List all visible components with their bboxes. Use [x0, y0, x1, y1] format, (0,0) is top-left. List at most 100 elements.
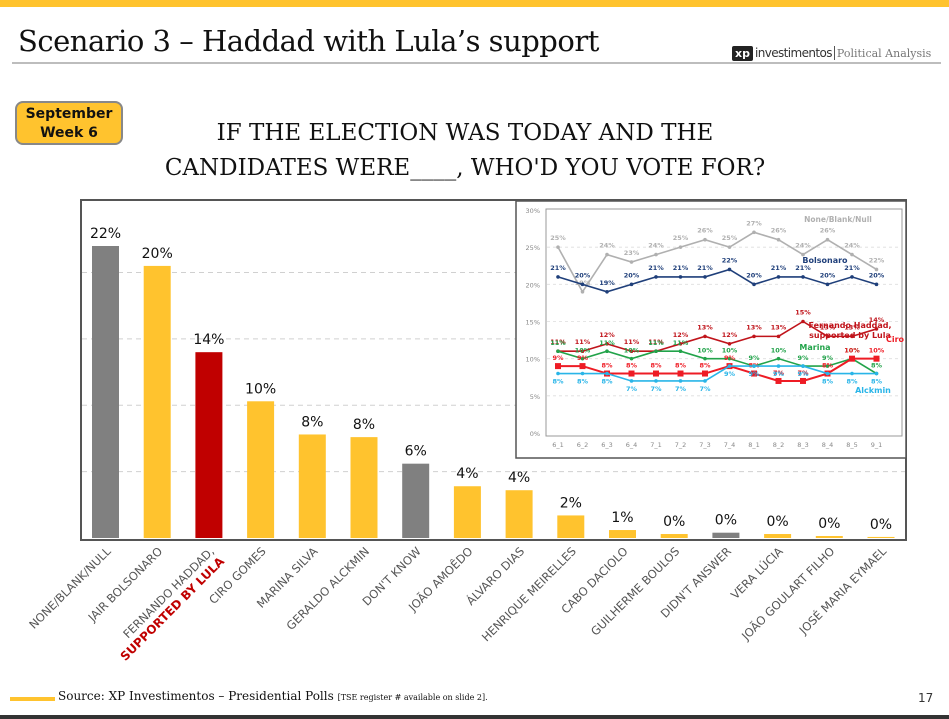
inset-point — [801, 319, 805, 324]
inset-point — [801, 252, 805, 257]
inset-point-label: 8% — [601, 378, 613, 386]
inset-series-name: supported by Lula — [809, 331, 891, 340]
inset-series-line — [558, 365, 877, 382]
inset-point — [555, 363, 561, 370]
inset-point-label: 13% — [844, 323, 860, 331]
inset-point — [678, 342, 683, 346]
inset-point-label: 9% — [577, 354, 589, 362]
inset-point-label: 8% — [699, 362, 711, 370]
inset-point — [825, 282, 830, 287]
bar-11 — [660, 534, 688, 538]
inset-y-tick: 0% — [530, 430, 540, 438]
bar-value-label: 14% — [193, 332, 224, 348]
inset-point-label: 11% — [624, 338, 640, 346]
inset-x-tick: 7_3 — [699, 441, 711, 449]
inset-x-tick: 8_2 — [773, 441, 785, 449]
inset-point — [752, 334, 756, 339]
inset-x-tick: 8_3 — [797, 441, 809, 449]
inset-point-label: 13% — [746, 323, 762, 331]
inset-point — [556, 371, 560, 376]
bar-value-label: 6% — [405, 444, 427, 460]
xp-logo-mark: xp — [732, 45, 753, 61]
inset-point-label: 7% — [650, 385, 662, 393]
inset-point-label: 23% — [624, 249, 640, 257]
inset-point — [702, 370, 708, 377]
inset-point — [727, 342, 732, 346]
inset-series-name: Fernando Haddad, — [808, 321, 891, 330]
inset-point-label: 14% — [869, 316, 885, 324]
inset-series-name: Ciro — [886, 335, 905, 344]
bar-6 — [402, 463, 430, 538]
inset-plot-area — [545, 208, 903, 437]
inset-point — [580, 356, 585, 361]
inset-point-label: 12% — [673, 331, 689, 339]
inset-x-tick: 6_2 — [577, 441, 589, 449]
inset-point — [727, 364, 732, 368]
inset-point — [678, 349, 683, 354]
inset-point-label: 20% — [575, 271, 591, 279]
inset-x-tick: 9_1 — [871, 441, 883, 449]
inset-point — [776, 364, 781, 368]
question-line-2: CANDIDATES WERE____, WHO'D YOU VOTE FOR? — [164, 155, 766, 181]
inset-point — [654, 349, 658, 354]
inset-series-name: Bolsonaro — [802, 256, 848, 265]
inset-point-label: 8% — [552, 378, 564, 386]
inset-point-label: 13% — [771, 323, 787, 331]
inset-point-label: 10% — [624, 347, 640, 355]
inset-point-label: 8% — [871, 362, 883, 370]
page-number: 17 — [918, 691, 934, 705]
badge-month: September — [25, 106, 113, 122]
inset-point-label: 9% — [552, 354, 564, 362]
inset-point — [556, 349, 560, 354]
bar-1 — [143, 265, 171, 538]
inset-x-tick: 6_1 — [552, 441, 564, 449]
bar-0 — [92, 246, 119, 538]
inset-point — [874, 327, 879, 331]
inset-point — [629, 379, 634, 383]
bar-value-label: 22% — [90, 226, 121, 242]
inset-point — [629, 349, 634, 354]
inset-point — [751, 370, 757, 377]
inset-point — [580, 371, 585, 376]
badge-week: Week 6 — [40, 125, 98, 141]
inset-point — [703, 334, 707, 339]
inset-point-label: 8% — [846, 378, 858, 386]
inset-point — [677, 370, 684, 377]
inset-point-label: 10% — [697, 347, 713, 355]
bar-14 — [815, 536, 843, 538]
inset-point-label: 9% — [797, 354, 809, 362]
bar-4 — [298, 434, 326, 538]
inset-point — [654, 252, 658, 257]
inset-series-line — [558, 320, 877, 353]
inset-x-tick: 8_5 — [846, 441, 858, 449]
inset-point-label: 8% — [650, 362, 662, 370]
bar-9 — [557, 515, 585, 538]
bar-chart-data-labels: 22% 20% 14% 10% 8% 8% 6% 4% 4% 2% 1% 0% 0% 0% 0% 0% — [90, 226, 892, 533]
inset-point-label: 25% — [550, 234, 566, 242]
inset-point-label: 7% — [675, 385, 687, 393]
title-divider — [12, 62, 941, 64]
inset-point-label: 21% — [550, 264, 566, 272]
inset-point-label: 22% — [869, 256, 885, 264]
inset-point — [703, 356, 707, 361]
logo-tagline: Political Analysis — [836, 46, 932, 60]
inset-point — [605, 289, 609, 294]
inset-y-tick: 20% — [526, 281, 540, 289]
inset-point — [703, 275, 707, 279]
inset-point — [825, 237, 830, 242]
top-accent-bar — [0, 0, 949, 7]
inset-point-label: 24% — [844, 242, 860, 250]
page-title: Scenario 3 – Haddad with Lula’s support — [18, 24, 599, 58]
inset-point-label: 20% — [624, 271, 640, 279]
inset-point — [654, 379, 658, 383]
inset-point-label: 10% — [844, 347, 860, 355]
inset-point — [605, 349, 609, 354]
inset-point — [628, 370, 635, 377]
bar-chart-bars — [92, 246, 895, 538]
inset-point — [850, 275, 854, 279]
inset-frame — [515, 200, 907, 459]
inset-point-label: 11% — [599, 339, 615, 347]
inset-point-label: 21% — [795, 264, 811, 272]
inset-point-label: 13% — [820, 323, 836, 331]
inset-point-label: 21% — [697, 264, 713, 272]
